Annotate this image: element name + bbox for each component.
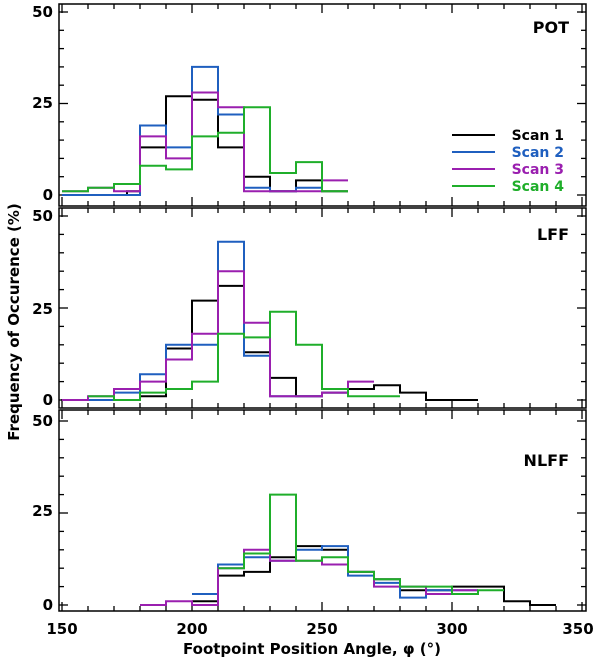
series-pot-scan-4 bbox=[62, 106, 348, 193]
x-tick-label-250: 250 bbox=[306, 620, 337, 638]
legend: Scan 1 Scan 2 Scan 3 Scan 4 bbox=[452, 128, 564, 195]
panel-nlff-series bbox=[140, 493, 556, 606]
y-tick-label-lff-0: 0 bbox=[43, 391, 53, 409]
y-tick-label-nlff-0: 0 bbox=[43, 596, 53, 614]
series-pot-scan-3 bbox=[62, 91, 348, 193]
panel-label-lff: LFF bbox=[537, 225, 569, 244]
y-tick-label-lff-50: 50 bbox=[32, 207, 53, 225]
y-tick-label-pot-25: 25 bbox=[32, 94, 53, 112]
y-tick-label-nlff-25: 25 bbox=[32, 502, 53, 520]
series-pot-scan-1 bbox=[62, 95, 348, 196]
series-nlff-scan-4 bbox=[218, 493, 504, 595]
panel-frame-nlff bbox=[58, 409, 587, 612]
series-nlff-scan-3 bbox=[140, 548, 478, 606]
legend-label-scan-2: Scan 2 bbox=[512, 145, 564, 161]
series-lff-scan-4 bbox=[88, 310, 400, 401]
x-tick-label-200: 200 bbox=[176, 620, 207, 638]
series-nlff-scan-2 bbox=[192, 545, 478, 599]
legend-label-scan-4: Scan 4 bbox=[512, 179, 565, 195]
panel-label-nlff: NLFF bbox=[524, 451, 569, 470]
legend-label-scan-3: Scan 3 bbox=[512, 162, 564, 178]
y-axis-title: Frequency of Occurence (%) bbox=[5, 203, 23, 441]
panel-lff-series bbox=[62, 240, 478, 401]
legend-label-scan-1: Scan 1 bbox=[512, 128, 564, 144]
series-lff-scan-1 bbox=[88, 284, 478, 401]
x-tick-label-150: 150 bbox=[46, 620, 77, 638]
x-tick-label-350: 350 bbox=[562, 620, 593, 638]
x-tick-label-300: 300 bbox=[436, 620, 467, 638]
y-tick-label-pot-0: 0 bbox=[43, 186, 53, 204]
y-tick-label-pot-50: 50 bbox=[32, 3, 53, 21]
y-tick-label-lff-25: 25 bbox=[32, 300, 53, 318]
series-layer bbox=[62, 65, 556, 606]
x-axis-title: Footpoint Position Angle, φ (°) bbox=[183, 640, 441, 658]
y-tick-label-nlff-50: 50 bbox=[32, 412, 53, 430]
panel-label-pot: POT bbox=[533, 18, 569, 37]
panel-pot-series bbox=[62, 65, 348, 196]
axis-ticks bbox=[59, 4, 586, 611]
